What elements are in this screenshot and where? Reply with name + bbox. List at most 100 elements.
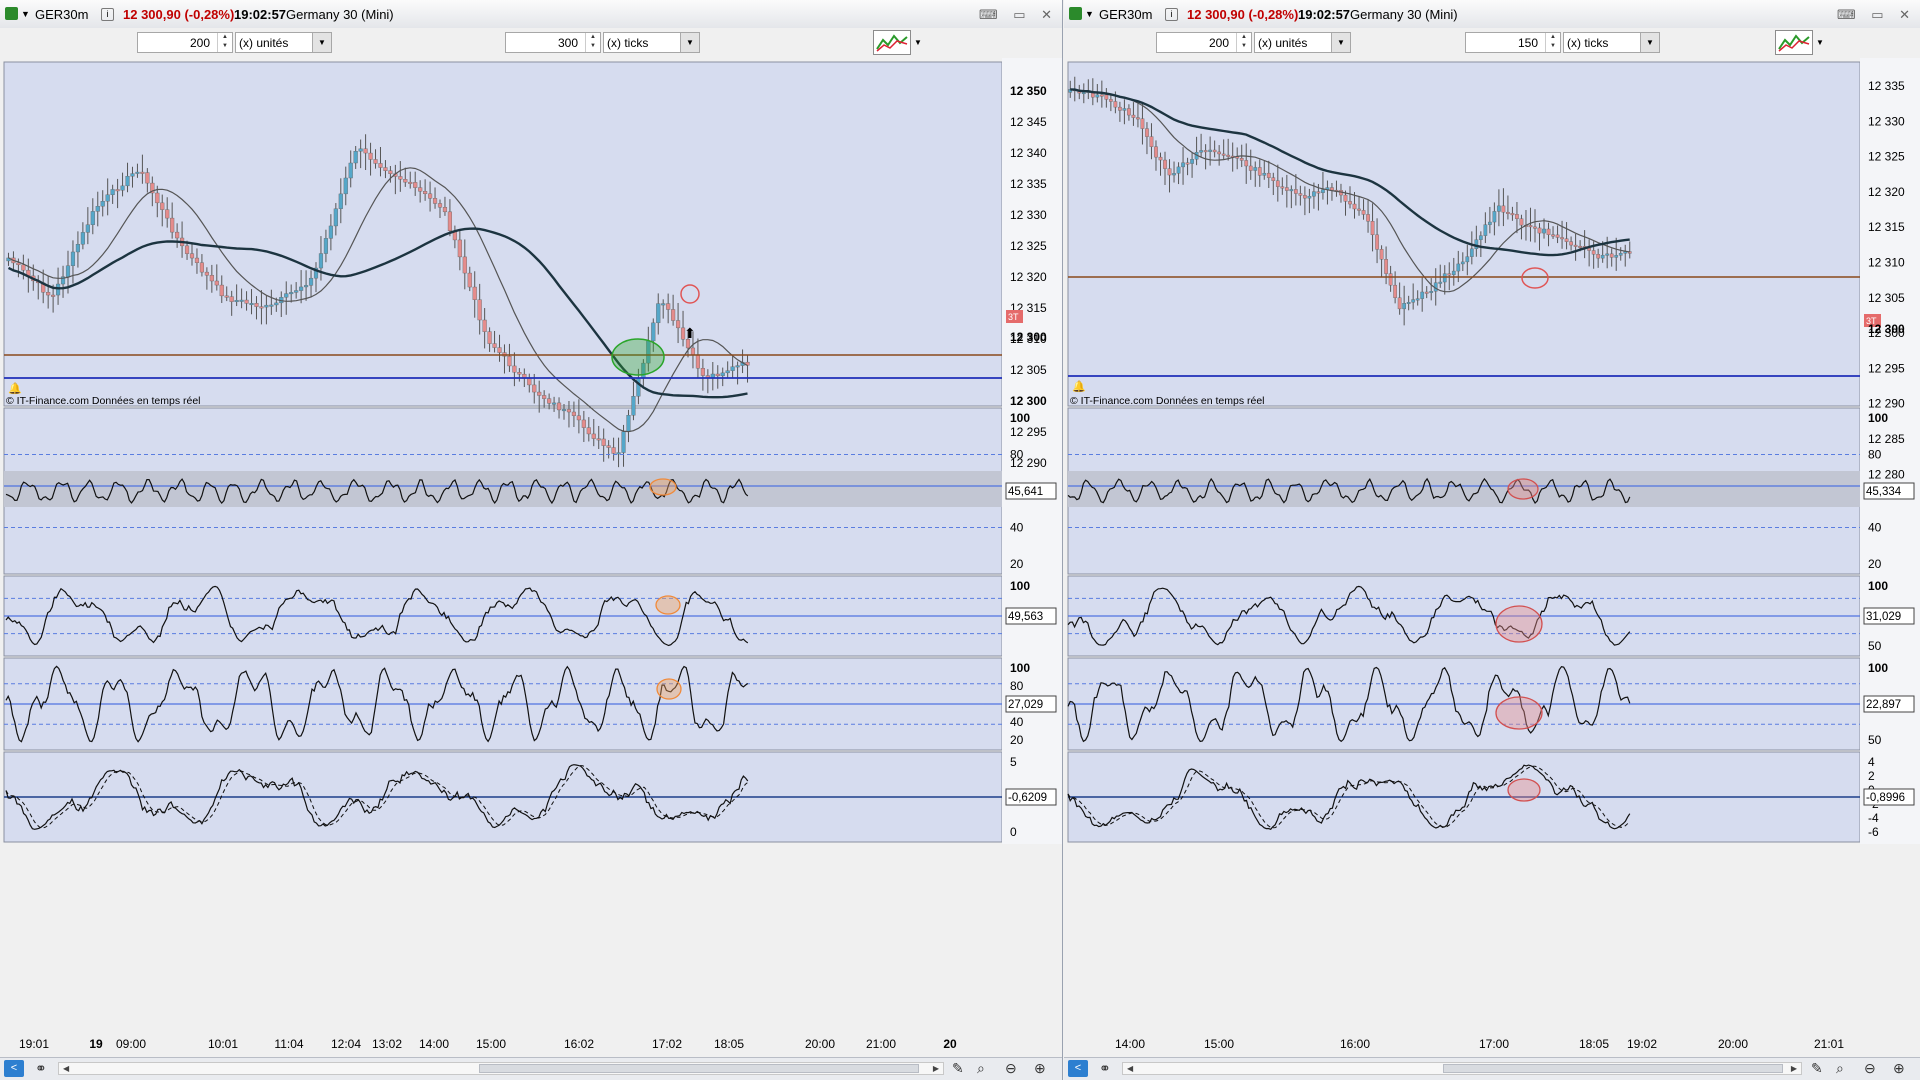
stepper-arrows-icon[interactable]: ▲ ▼	[1236, 33, 1251, 52]
indicator-value-label: 49,563	[1008, 611, 1043, 623]
zoom-out-icon[interactable]: ⊖	[1864, 1060, 1876, 1076]
scroll-right-icon[interactable]: ▶	[1790, 1064, 1797, 1073]
info-icon[interactable]: i	[101, 8, 114, 21]
annotation-circle[interactable]	[656, 678, 682, 700]
alert-bell-icon: 🔔	[1072, 380, 1086, 393]
stepper-arrows-icon[interactable]: ▲ ▼	[217, 33, 232, 52]
candle-body	[676, 320, 681, 329]
candle-body	[1411, 299, 1416, 303]
symbol-label[interactable]: GER30m	[1099, 7, 1153, 22]
indicator-line	[1067, 585, 1631, 646]
units-stepper[interactable]: 200 ▲ ▼	[1156, 32, 1252, 53]
annotation-circle[interactable]	[680, 284, 700, 304]
time-tick-label: 21:01	[1814, 1037, 1844, 1051]
chevron-down-icon[interactable]: ▼	[21, 9, 30, 19]
annotation-circle[interactable]	[1495, 696, 1543, 730]
dropdown-icon[interactable]: ▼	[680, 33, 699, 52]
fast-moving-average-line	[1070, 88, 1630, 293]
units-select[interactable]: (x) unités ▼	[235, 32, 332, 53]
candle-body	[368, 152, 373, 160]
link-icon[interactable]: ⚭	[1099, 1060, 1111, 1076]
neutral-zone-band	[1068, 471, 1860, 507]
symbol-label[interactable]: GER30m	[35, 7, 89, 22]
scroll-left-icon[interactable]: ◀	[1127, 1064, 1134, 1073]
window-controls[interactable]: ⌨ ▭ ✕	[978, 7, 1058, 22]
indicator-value-label: 45,334	[1866, 486, 1902, 498]
indicator-value-box	[1005, 607, 1057, 625]
price-change: 12 300,90 (-0,28%)	[1187, 7, 1299, 22]
zoom-in-icon[interactable]: ⊕	[1893, 1060, 1905, 1076]
chart-type-dropdown-icon[interactable]: ▼	[1816, 38, 1824, 47]
left-chart-area[interactable]: 12 350 12 345 12 340 12 335 12 330 12 325 12 3…	[0, 58, 1062, 1058]
scroll-right-icon[interactable]: ▶	[932, 1064, 939, 1073]
share-icon[interactable]: <	[1068, 1060, 1088, 1077]
stepper-arrows-icon[interactable]: ▲ ▼	[585, 33, 600, 52]
zoom-in-icon[interactable]: ⊕	[1034, 1060, 1046, 1076]
zoom-auto-icon[interactable]: ⌕	[977, 1060, 985, 1076]
indicator-tick-label: -4	[1868, 811, 1879, 825]
candle-body	[21, 264, 26, 271]
candle-body	[1533, 226, 1537, 229]
candle-body	[85, 224, 90, 233]
annotation-circle[interactable]	[1521, 267, 1549, 289]
candle-body	[576, 415, 581, 421]
dropdown-icon[interactable]: ▼	[1640, 33, 1659, 52]
chart-type-button[interactable]	[1775, 30, 1813, 55]
candle-body	[1546, 228, 1551, 235]
info-icon[interactable]: i	[1165, 8, 1178, 21]
ticks-select[interactable]: (x) ticks ▼	[1563, 32, 1660, 53]
candle-body	[1122, 108, 1127, 111]
zoom-out-icon[interactable]: ⊖	[1005, 1060, 1017, 1076]
candle-body	[1316, 191, 1321, 194]
units-select[interactable]: (x) unités ▼	[1254, 32, 1351, 53]
candle-body	[1478, 235, 1483, 240]
share-icon[interactable]: <	[4, 1060, 24, 1077]
stepper-arrows-icon[interactable]: ▲ ▼	[1545, 33, 1560, 52]
annotation-circle[interactable]	[611, 338, 665, 376]
horizontal-scrollbar[interactable]: ◀ ▶	[1122, 1062, 1802, 1075]
draw-tool-icon[interactable]: ✎	[952, 1060, 964, 1076]
time-axis-bg	[0, 844, 1062, 870]
scroll-left-icon[interactable]: ◀	[63, 1064, 70, 1073]
link-icon[interactable]: ⚭	[35, 1060, 47, 1076]
candle-body	[333, 208, 338, 227]
price-panel[interactable]	[3, 61, 1003, 407]
right-chart-area[interactable]: 12 335 12 330 12 325 12 320 12 315 12 310 12 3…	[1064, 58, 1920, 1058]
price-flag	[1864, 314, 1881, 327]
units-stepper[interactable]: 200 ▲ ▼	[137, 32, 233, 53]
annotation-circle[interactable]	[1495, 605, 1543, 643]
time-tick-label: 10:01	[208, 1037, 238, 1051]
price-tick-label: 12 335	[1868, 79, 1905, 93]
annotation-circle[interactable]	[1507, 778, 1541, 802]
ticks-stepper[interactable]: 300 ▲ ▼	[505, 32, 601, 53]
candle-body	[1163, 159, 1167, 169]
dropdown-icon[interactable]: ▼	[312, 33, 331, 52]
zoom-auto-icon[interactable]: ⌕	[1836, 1060, 1844, 1076]
ticks-stepper[interactable]: 150 ▲ ▼	[1465, 32, 1561, 53]
candle-body	[1591, 250, 1596, 255]
chart-type-button[interactable]	[873, 30, 911, 55]
candle-body	[1266, 172, 1271, 178]
annotation-circle[interactable]	[649, 478, 677, 496]
price-tick-label: 12 290	[1010, 456, 1047, 470]
dropdown-icon[interactable]: ▼	[1331, 33, 1350, 52]
scroll-thumb[interactable]	[479, 1064, 919, 1073]
candle-body	[537, 391, 542, 396]
candle-body	[720, 372, 725, 377]
annotation-circle[interactable]	[1507, 478, 1539, 500]
candle-body	[1280, 186, 1285, 189]
scroll-thumb[interactable]	[1443, 1064, 1783, 1073]
candle-body	[532, 384, 537, 393]
chart-type-dropdown-icon[interactable]: ▼	[914, 38, 922, 47]
candle-body	[492, 343, 497, 348]
price-panel[interactable]	[1067, 61, 1861, 407]
horizontal-scrollbar[interactable]: ◀ ▶	[58, 1062, 944, 1075]
window-controls[interactable]: ⌨ ▭ ✕	[1836, 7, 1916, 22]
draw-tool-icon[interactable]: ✎	[1811, 1060, 1823, 1076]
candle-body	[170, 217, 175, 233]
annotation-circle[interactable]	[655, 595, 681, 615]
chevron-down-icon[interactable]: ▼	[1085, 9, 1094, 19]
candle-body	[715, 373, 720, 377]
indicator-line	[5, 665, 749, 743]
ticks-select[interactable]: (x) ticks ▼	[603, 32, 700, 53]
